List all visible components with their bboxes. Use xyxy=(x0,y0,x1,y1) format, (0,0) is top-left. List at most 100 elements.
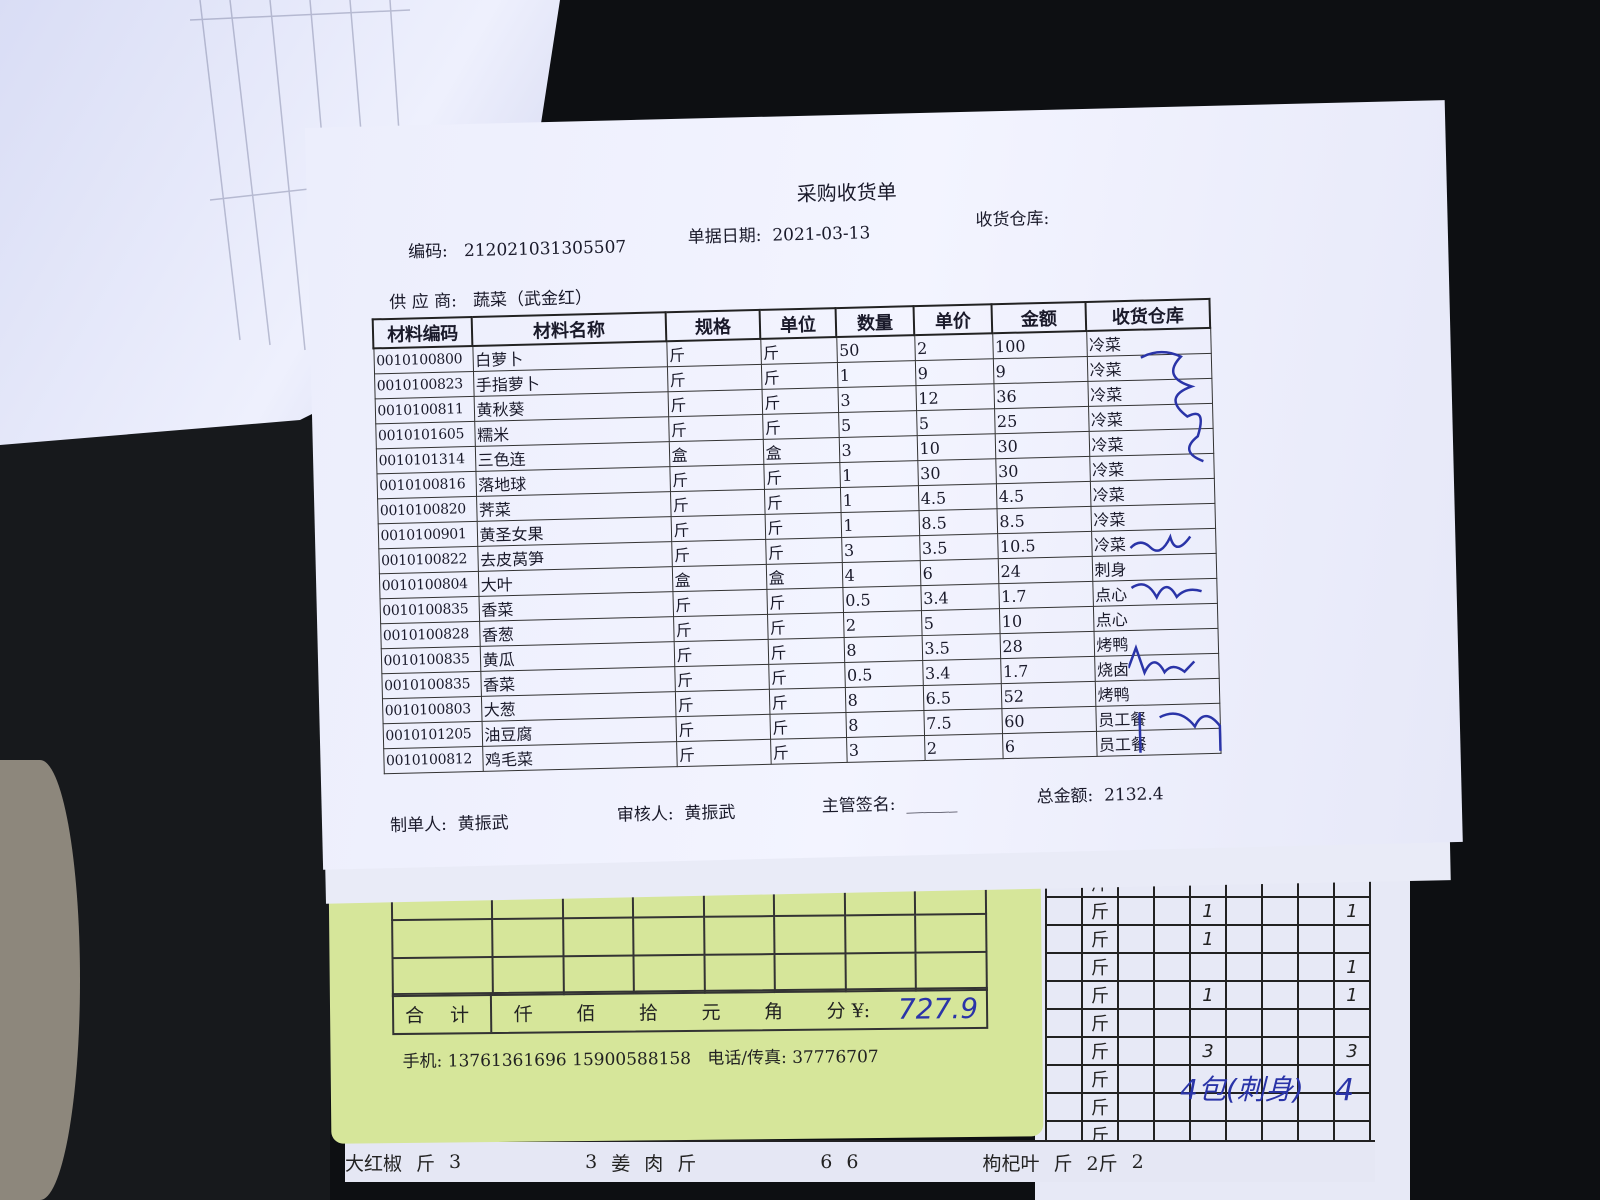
grid-cell xyxy=(1045,980,1083,1010)
cell-unit: 斤 xyxy=(767,637,845,665)
grid-cell xyxy=(1261,980,1299,1010)
cell-amount: 100 xyxy=(992,330,1087,359)
cell-amount: 36 xyxy=(993,381,1089,409)
cell-code: 0010101605 xyxy=(375,421,475,449)
grid-cell xyxy=(1297,980,1335,1010)
grid-cell xyxy=(1153,1036,1191,1066)
cell-price: 3.5 xyxy=(919,533,998,561)
strip-text: 枸杞叶 xyxy=(982,1152,1040,1175)
doc-number-value: 212021031305507 xyxy=(463,237,627,262)
cell-amount: 1.7 xyxy=(1000,656,1095,684)
cell-name: 鸡毛菜 xyxy=(482,741,677,772)
handwritten-note-qty: 4 xyxy=(1335,1073,1355,1108)
cell-unit: 斤 xyxy=(763,462,840,490)
supplier-label: 供 应 商: xyxy=(389,291,458,313)
supplier-field: 供 应 商: 蔬菜（武金红） xyxy=(389,283,592,313)
total-label: 总金额: xyxy=(1036,785,1094,808)
cell-qty: 1 xyxy=(839,485,919,513)
cell-spec: 斤 xyxy=(673,614,768,642)
cell-spec: 斤 xyxy=(666,338,761,367)
grid-cell xyxy=(1153,1092,1191,1122)
handwritten-signatures xyxy=(1127,350,1222,753)
grid-cell xyxy=(1045,1036,1083,1066)
grid-qty-last xyxy=(1333,924,1371,954)
unit-label: 元 xyxy=(701,1001,721,1024)
cell-spec: 斤 xyxy=(674,664,769,692)
cell-code: 0010100820 xyxy=(377,496,477,524)
total-value: 2132.4 xyxy=(1103,784,1164,806)
bottom-sheet-row: 大红椒斤 3 3 姜肉斤 6 6 枸杞叶斤 2斤 2 xyxy=(345,1140,1375,1182)
grid-cell xyxy=(1225,980,1263,1010)
grid-qty-last: 1 xyxy=(1333,952,1371,982)
items-table: 材料编码 材料名称 规格 单位 数量 单价 金额 收货仓库 0010100800 白萝卜斤斤 50… xyxy=(372,298,1222,774)
grid-unit: 斤 xyxy=(1081,1036,1119,1066)
document-title: 采购收货单 xyxy=(796,179,898,207)
grid-cell xyxy=(1117,1064,1155,1094)
grid-cell xyxy=(1297,896,1335,926)
column-header: 单位 xyxy=(759,308,837,339)
grid-row: 斤 1 1 xyxy=(1045,896,1371,926)
column-header: 金额 xyxy=(991,301,1087,334)
cell-spec: 斤 xyxy=(671,539,766,567)
maker-label: 制单人: xyxy=(389,814,448,837)
grid-cell xyxy=(1153,896,1191,926)
strip-text: 斤 xyxy=(677,1152,697,1175)
grid-cell xyxy=(1045,1008,1083,1038)
unit-label: 分 ¥: xyxy=(826,999,871,1023)
cell-price: 9 xyxy=(914,358,994,386)
purchase-receipt-document: 采购收货单 编码: 212021031305507 单据日期: 2021-03-… xyxy=(305,100,1463,870)
slip-handwritten-amount: 727.9 xyxy=(897,991,979,1026)
grid-qty-last xyxy=(1333,1092,1371,1122)
cell-unit: 斤 xyxy=(768,662,845,690)
cell-spec: 斤 xyxy=(674,689,770,717)
cell-qty: 5 xyxy=(838,410,917,438)
maker-field: 制单人: 黄振武 xyxy=(390,808,509,836)
cell-spec: 斤 xyxy=(672,589,768,617)
cell-code: 0010100804 xyxy=(378,571,479,599)
grid-cell xyxy=(1117,952,1155,982)
cell-qty: 2 xyxy=(842,610,922,638)
cell-price: 2 xyxy=(924,733,1003,761)
cell-qty: 1 xyxy=(840,510,920,538)
background-object xyxy=(0,760,80,1200)
grid-qty xyxy=(1189,952,1227,982)
grid-qty-last xyxy=(1333,1008,1371,1038)
strip-text: 大红椒 xyxy=(345,1152,403,1175)
cell-amount: 10.5 xyxy=(997,531,1092,559)
cell-price: 5 xyxy=(916,408,995,436)
doc-number-label: 编码: xyxy=(407,241,449,263)
grid-cell xyxy=(1153,1064,1191,1094)
cell-price: 3.4 xyxy=(920,583,999,611)
cell-price: 8.5 xyxy=(918,508,998,536)
grid-qty-last xyxy=(1333,1064,1371,1094)
cell-unit: 盒 xyxy=(762,437,840,465)
reviewer-value: 黄振武 xyxy=(684,802,736,824)
grid-cell xyxy=(1261,1008,1299,1038)
cell-unit: 斤 xyxy=(770,737,847,765)
grid-cell xyxy=(1261,1092,1299,1122)
cell-amount: 52 xyxy=(1000,681,1096,709)
cell-code: 0010100828 xyxy=(380,621,480,649)
cell-code: 0010100803 xyxy=(381,696,482,724)
grid-cell xyxy=(1117,1008,1155,1038)
grid-unit: 斤 xyxy=(1081,924,1119,954)
cell-unit: 斤 xyxy=(760,362,838,390)
cell-price: 30 xyxy=(917,458,996,486)
cell-qty: 8 xyxy=(845,710,925,738)
grid-cell xyxy=(1261,1064,1299,1094)
cell-amount: 25 xyxy=(994,406,1089,434)
cell-price: 6.5 xyxy=(922,683,1002,711)
supervisor-value: ______ xyxy=(906,793,958,815)
cell-price: 7.5 xyxy=(923,708,1003,736)
cell-amount: 1.7 xyxy=(998,581,1093,609)
grid-qty: 1 xyxy=(1189,896,1227,926)
cell-code: 0010101314 xyxy=(375,446,476,474)
cell-amount: 28 xyxy=(999,631,1095,659)
grid-unit: 斤 xyxy=(1081,1008,1119,1038)
cell-price: 4.5 xyxy=(917,483,997,511)
doc-number: 编码: 212021031305507 xyxy=(408,232,627,262)
cell-qty: 1 xyxy=(839,460,918,488)
strip-text: 3 xyxy=(449,1151,462,1173)
cell-price: 5 xyxy=(920,608,1000,636)
grid-cell xyxy=(1117,980,1155,1010)
